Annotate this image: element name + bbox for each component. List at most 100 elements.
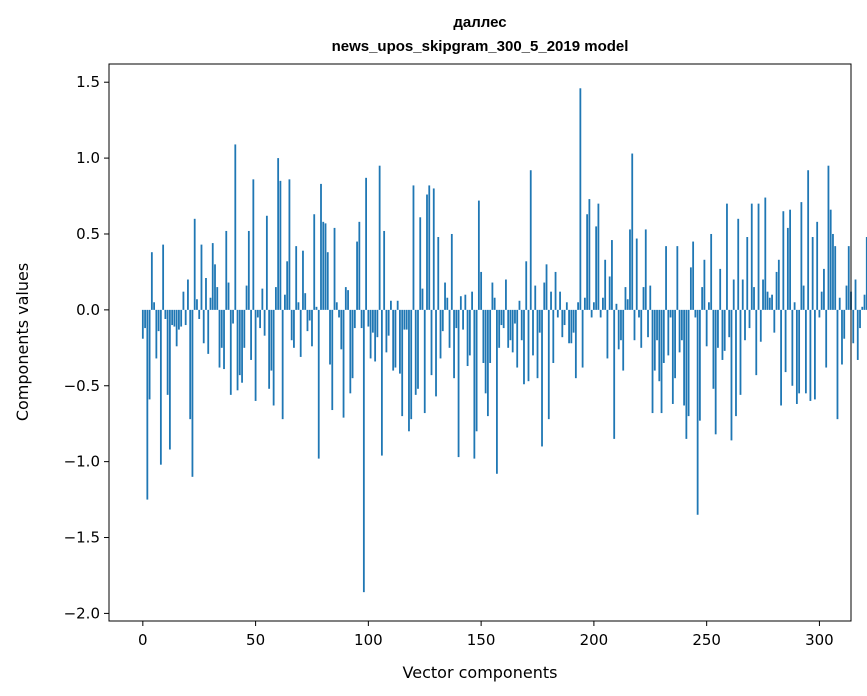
bar xyxy=(369,309,372,359)
bar xyxy=(674,309,676,379)
bar xyxy=(446,297,449,310)
bar xyxy=(182,291,185,310)
bar xyxy=(311,309,313,347)
bar xyxy=(232,309,234,324)
x-axis-label: Vector components xyxy=(403,663,558,682)
bar xyxy=(746,237,749,310)
bar xyxy=(662,309,665,363)
bar xyxy=(166,309,169,395)
bar xyxy=(581,309,584,368)
bar xyxy=(196,299,198,310)
bar xyxy=(320,183,322,310)
bar xyxy=(656,309,658,341)
bar xyxy=(629,229,631,310)
bar xyxy=(613,309,616,439)
bar xyxy=(351,309,354,379)
bar xyxy=(782,211,785,310)
bar xyxy=(306,309,309,332)
bar xyxy=(399,309,401,374)
y-tick-label: 1.5 xyxy=(76,73,100,91)
bar xyxy=(482,309,485,363)
bar xyxy=(789,209,791,310)
bar xyxy=(392,309,395,371)
bar xyxy=(347,290,349,310)
bar xyxy=(692,241,695,310)
bar xyxy=(250,309,252,360)
bar xyxy=(523,309,525,385)
bar xyxy=(211,243,214,310)
bar xyxy=(430,309,433,376)
bar xyxy=(710,233,713,310)
bar xyxy=(241,309,243,383)
bar xyxy=(865,237,867,310)
bar xyxy=(387,309,390,336)
bar xyxy=(847,246,850,310)
bar xyxy=(302,250,304,310)
bar xyxy=(468,309,471,356)
bar xyxy=(279,180,282,310)
bar xyxy=(642,287,645,310)
bar xyxy=(651,309,654,414)
bar xyxy=(527,309,530,382)
bar xyxy=(146,309,149,500)
bar xyxy=(592,302,595,310)
bar xyxy=(484,309,487,394)
bar xyxy=(155,309,158,359)
bar xyxy=(281,309,284,420)
bar xyxy=(836,309,839,420)
bar xyxy=(644,229,647,310)
bar xyxy=(274,287,277,310)
bar xyxy=(423,309,426,414)
bar xyxy=(360,309,363,329)
bar xyxy=(599,309,602,318)
bar xyxy=(207,309,210,354)
bar xyxy=(317,309,320,459)
bar xyxy=(859,309,861,329)
bar xyxy=(723,309,726,351)
bar xyxy=(579,88,582,310)
bar xyxy=(371,309,374,333)
bar xyxy=(854,279,857,310)
bar xyxy=(795,309,798,404)
bar xyxy=(624,287,627,310)
bar xyxy=(441,309,444,332)
chart-subtitle: news_upos_skipgram_300_5_2019 model xyxy=(332,38,629,55)
bar xyxy=(229,309,232,395)
bar xyxy=(820,291,823,310)
bar xyxy=(356,241,358,310)
bar xyxy=(705,309,708,347)
bar xyxy=(861,306,864,310)
bar xyxy=(814,309,816,400)
bar xyxy=(437,237,440,310)
bar xyxy=(295,246,298,310)
bar xyxy=(658,309,661,382)
bar xyxy=(491,282,494,310)
bar xyxy=(565,302,568,310)
bar xyxy=(660,309,663,414)
bar xyxy=(554,271,557,310)
bar xyxy=(678,309,681,353)
bar xyxy=(450,233,453,310)
bar xyxy=(236,309,239,391)
bar xyxy=(304,293,307,310)
bar xyxy=(550,291,552,310)
bar xyxy=(187,279,189,310)
bar xyxy=(180,309,183,327)
bar xyxy=(288,179,291,310)
bar xyxy=(507,309,510,348)
bar xyxy=(480,271,483,310)
bar xyxy=(367,309,370,327)
bar xyxy=(412,185,415,310)
bar xyxy=(570,309,573,344)
bar xyxy=(757,203,760,310)
bar xyxy=(220,309,223,348)
bar xyxy=(428,185,431,310)
bar xyxy=(784,309,787,373)
bar xyxy=(265,215,268,310)
bar xyxy=(696,309,699,515)
bar xyxy=(252,179,255,310)
bar xyxy=(572,309,575,333)
bar xyxy=(741,279,744,310)
bar xyxy=(426,194,428,310)
bar xyxy=(762,279,764,310)
